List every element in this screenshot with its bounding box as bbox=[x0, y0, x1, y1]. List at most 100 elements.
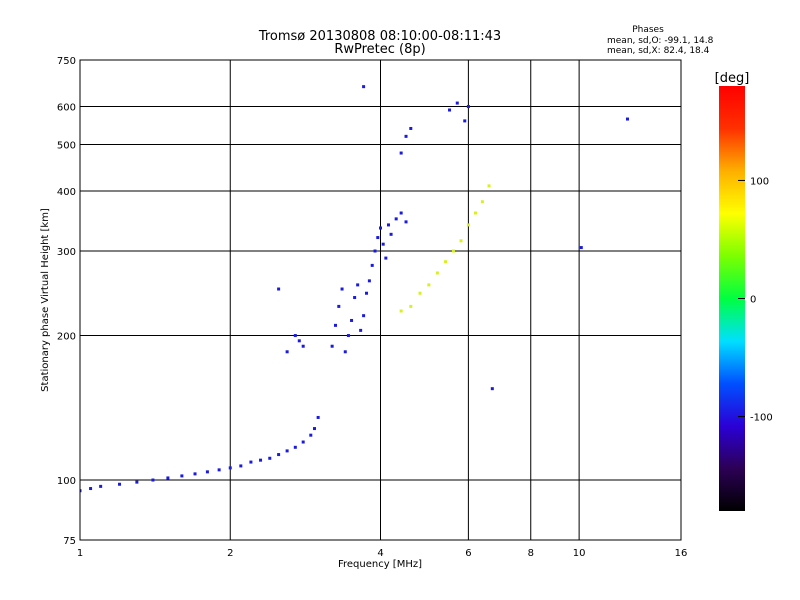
x-tick-label: 4 bbox=[377, 548, 383, 559]
data-point bbox=[379, 226, 382, 230]
data-point bbox=[455, 101, 459, 105]
data-point bbox=[373, 249, 377, 253]
data-point bbox=[359, 328, 363, 332]
data-point bbox=[463, 119, 467, 123]
chart-title: Tromsø 20130808 08:10:00-08:11:43 bbox=[258, 29, 501, 44]
data-point bbox=[350, 318, 354, 322]
data-point bbox=[309, 433, 313, 437]
data-point bbox=[346, 334, 350, 338]
x-tick-label: 10 bbox=[573, 548, 586, 559]
data-point bbox=[435, 271, 439, 275]
y-tick-label: 600 bbox=[57, 103, 76, 114]
data-point bbox=[316, 415, 320, 419]
data-point bbox=[249, 460, 253, 464]
data-point bbox=[370, 263, 374, 267]
data-point bbox=[376, 236, 380, 240]
data-point bbox=[180, 474, 184, 478]
colorbar-tick-label: 100 bbox=[750, 176, 769, 187]
data-point bbox=[99, 484, 103, 488]
data-point bbox=[166, 476, 170, 480]
data-point bbox=[301, 344, 305, 348]
x-axis-label: Frequency [MHz] bbox=[338, 559, 422, 570]
data-point bbox=[409, 126, 413, 130]
data-point bbox=[362, 314, 366, 318]
y-tick-label: 750 bbox=[57, 56, 76, 67]
legend-line-x: mean, sd,X: 82.4, 18.4 bbox=[607, 46, 710, 56]
data-point bbox=[367, 279, 371, 283]
data-point bbox=[459, 239, 463, 243]
data-point bbox=[409, 304, 413, 308]
data-point bbox=[625, 117, 629, 121]
colorbar-label: [deg] bbox=[715, 71, 750, 86]
x-tick-label: 8 bbox=[528, 548, 534, 559]
data-point bbox=[480, 200, 484, 204]
data-point bbox=[239, 464, 243, 468]
data-point bbox=[277, 453, 281, 457]
y-tick-label: 400 bbox=[57, 187, 76, 198]
y-tick-label: 300 bbox=[57, 247, 76, 258]
data-point bbox=[451, 249, 455, 253]
data-point bbox=[466, 223, 470, 227]
data-point bbox=[427, 283, 431, 287]
data-point bbox=[399, 151, 403, 155]
data-point bbox=[330, 344, 334, 348]
data-point bbox=[579, 246, 583, 250]
data-point bbox=[285, 449, 289, 453]
data-point bbox=[205, 470, 209, 474]
x-tick-label: 2 bbox=[227, 548, 233, 559]
data-point bbox=[89, 487, 93, 491]
x-tick-label: 1 bbox=[77, 548, 83, 559]
chart-subtitle: RwPretec (8p) bbox=[334, 42, 425, 57]
colorbar-tick-label: 0 bbox=[750, 295, 756, 306]
y-axis-label: Stationary phase Virtual Height [km] bbox=[40, 208, 51, 392]
data-point bbox=[277, 287, 281, 291]
legend-title: Phases bbox=[632, 25, 664, 35]
data-point bbox=[301, 440, 305, 444]
data-point bbox=[490, 387, 494, 391]
data-point bbox=[268, 456, 272, 460]
data-point bbox=[448, 108, 452, 112]
data-point bbox=[386, 223, 390, 227]
data-point bbox=[297, 339, 301, 343]
data-point bbox=[217, 468, 221, 472]
data-point bbox=[285, 350, 289, 354]
data-point bbox=[333, 323, 337, 327]
colorbar-tick-label: -100 bbox=[750, 413, 773, 424]
data-point bbox=[356, 283, 360, 287]
data-point bbox=[473, 211, 477, 215]
data-point bbox=[293, 334, 297, 338]
data-point bbox=[80, 489, 82, 493]
colorbar-ticks: 100 0 -100 bbox=[738, 176, 773, 424]
x-tick-label: 6 bbox=[465, 548, 471, 559]
data-point bbox=[404, 220, 408, 224]
data-point bbox=[353, 296, 357, 300]
data-point bbox=[487, 184, 491, 188]
data-point bbox=[444, 260, 448, 264]
data-point bbox=[394, 217, 398, 221]
legend-line-o: mean, sd,O: -99.1, 14.8 bbox=[607, 36, 714, 46]
data-point bbox=[337, 304, 341, 308]
grid bbox=[80, 60, 681, 540]
data-points bbox=[80, 85, 629, 493]
x-axis-ticks: 1 2 4 6 8 10 16 bbox=[77, 548, 688, 559]
data-point bbox=[151, 478, 155, 482]
data-point bbox=[362, 85, 366, 89]
data-point bbox=[399, 211, 403, 215]
data-point bbox=[384, 256, 388, 260]
data-point bbox=[466, 105, 470, 109]
legend-box: Phases mean, sd,O: -99.1, 14.8 mean, sd,… bbox=[607, 25, 714, 56]
data-point bbox=[293, 445, 297, 449]
data-point bbox=[404, 134, 408, 138]
plot-frame bbox=[79, 59, 682, 541]
x-tick-label: 16 bbox=[675, 548, 688, 559]
data-point bbox=[135, 480, 139, 484]
data-point bbox=[193, 472, 197, 476]
data-point bbox=[228, 466, 232, 470]
data-point bbox=[312, 427, 316, 431]
colorbar: [deg] 100 0 -100 bbox=[715, 71, 773, 511]
y-tick-label: 500 bbox=[57, 141, 76, 152]
data-point bbox=[399, 309, 403, 313]
data-point bbox=[343, 350, 347, 354]
data-point bbox=[118, 482, 122, 486]
